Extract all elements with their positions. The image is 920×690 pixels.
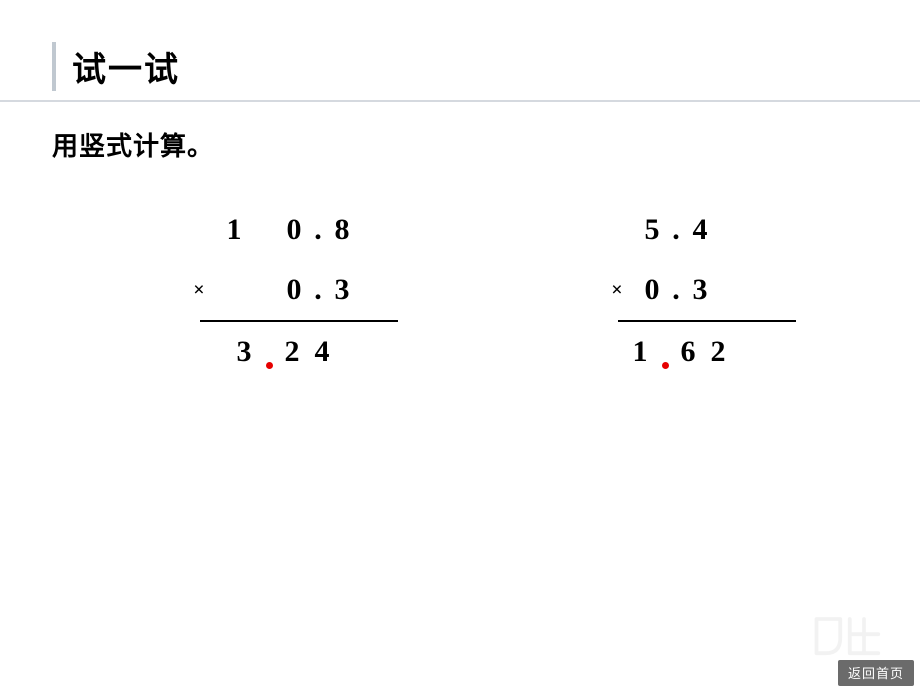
decimal-point: . [310,273,328,307]
digit: 1 [220,213,250,247]
decimal-point: . [668,213,686,247]
digit: 4 [686,213,716,247]
digit: 6 [674,335,704,369]
digit: 0 [280,213,310,247]
slide-subtitle: 用竖式计算。 [52,126,214,163]
back-home-button[interactable]: 返回首页 [838,660,914,686]
digit: 2 [278,335,308,369]
slide: 试一试 用竖式计算。 1 0 . 8 × 0 . 3 [0,0,920,690]
multiply-sign: × [180,279,220,302]
decimal-point: . [310,213,328,247]
red-decimal-dot [656,335,674,369]
digit: 3 [230,335,260,369]
p1-row-result: 3 2 4 [180,322,338,382]
digit: 2 [704,335,734,369]
digit: 3 [686,273,716,307]
p2-row-top: 5 . 4 [598,200,746,260]
digit: 3 [328,273,358,307]
title-section: 试一试 [52,42,180,91]
p1-row-mult: × 0 . 3 [180,260,388,320]
red-decimal-dot [260,335,278,369]
watermark [807,608,902,668]
problem-1: 1 0 . 8 × 0 . 3 3 2 4 [180,200,398,382]
horizontal-rule [0,100,920,102]
digit: 1 [626,335,656,369]
problem-2: 5 . 4 × 0 . 3 1 6 2 [598,200,796,382]
p2-row-result: 1 6 2 [598,322,734,382]
digit: 5 [638,213,668,247]
digit: 0 [638,273,668,307]
decimal-point: . [668,273,686,307]
p2-row-mult: × 0 . 3 [598,260,746,320]
slide-title: 试一试 [72,42,180,91]
digit: 8 [328,213,358,247]
multiply-sign: × [598,279,638,302]
digit: 0 [280,273,310,307]
p1-row-top: 1 0 . 8 [180,200,388,260]
digit: 4 [308,335,338,369]
problems-area: 1 0 . 8 × 0 . 3 3 2 4 [0,200,920,382]
